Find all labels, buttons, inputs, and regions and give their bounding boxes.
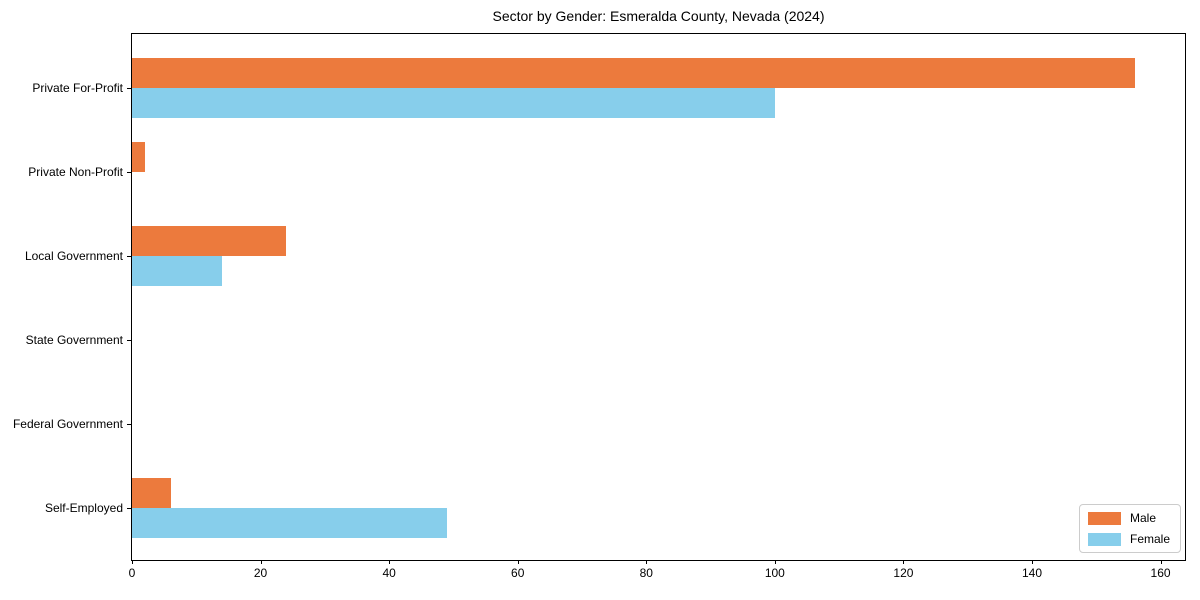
y-tick-label-self-employed: Self-Employed: [44, 501, 123, 515]
legend: Male Female: [1078, 504, 1181, 553]
x-tick-mark-40: [389, 560, 391, 564]
x-tick-label-0: 0: [128, 566, 136, 580]
x-tick-label-100: 100: [764, 566, 785, 580]
bar-male-private-for-profit: [132, 58, 1135, 88]
chart-title: Sector by Gender: Esmeralda County, Neva…: [492, 8, 825, 24]
x-tick-label-60: 60: [511, 566, 525, 580]
bar-female-self-employed: [132, 508, 447, 538]
x-tick-label-140: 140: [1021, 566, 1043, 580]
legend-item-male: Male: [1087, 511, 1170, 525]
bar-female-local-government: [132, 256, 222, 286]
bar-male-local-government: [132, 226, 287, 256]
legend-item-female: Female: [1087, 532, 1170, 546]
x-tick-label-160: 160: [1150, 566, 1171, 580]
plot-area: Private For-Profit Private Non-Profit Loca…: [13, 33, 1186, 580]
bar-female-private-for-profit: [132, 88, 775, 118]
x-tick-mark-0: [132, 560, 133, 564]
y-tick-label-state-government: State Government: [25, 333, 123, 347]
y-tick-mark-private-non-profit: [127, 172, 131, 173]
y-tick-label-private-non-profit: Private Non-Profit: [28, 165, 123, 179]
bar-male-self-employed: [132, 478, 171, 508]
x-tick-mark-80: [646, 560, 648, 564]
x-tick-mark-160: [1160, 560, 1162, 564]
bars-layer: [132, 34, 1185, 560]
x-tick-label-20: 20: [253, 566, 268, 580]
bar-male-private-non-profit: [132, 142, 145, 172]
y-tick-mark-private-for-profit: [127, 88, 131, 89]
female-series-swatch: [1087, 532, 1121, 546]
y-tick-mark-federal-government: [127, 424, 131, 425]
x-tick-label-120: 120: [893, 566, 914, 580]
x-tick-mark-140: [1032, 560, 1033, 564]
x-tick-mark-100: [774, 560, 776, 564]
x-tick-label-80: 80: [639, 566, 653, 580]
x-tick-label-40: 40: [382, 566, 396, 580]
legend-label-female: Female: [1129, 532, 1170, 546]
x-tick-mark-120: [903, 560, 905, 564]
y-tick-mark-state-government: [127, 340, 131, 341]
x-tick-mark-20: [260, 560, 262, 564]
x-axis: 0 20 40 60 80 100 120 140 160: [129, 34, 1185, 580]
male-series-swatch: [1087, 511, 1121, 525]
x-tick-mark-60: [517, 560, 519, 564]
y-tick-label-local-government: Local Government: [24, 249, 123, 263]
y-axis: Private For-Profit Private Non-Profit Loca…: [13, 34, 1185, 560]
y-tick-label-federal-government: Federal Government: [12, 417, 123, 431]
y-tick-mark-self-employed: [127, 508, 131, 509]
y-tick-mark-local-government: [127, 256, 131, 257]
legend-label-male: Male: [1129, 511, 1156, 525]
y-tick-label-private-for-profit: Private For-Profit: [32, 81, 123, 95]
